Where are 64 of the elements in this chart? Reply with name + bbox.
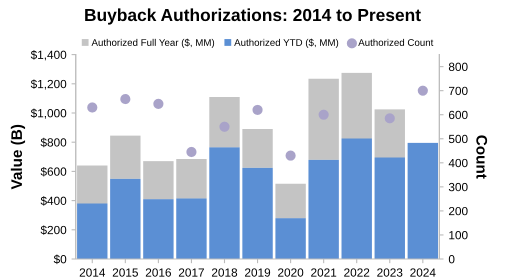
x-tick-label: 2016 [146, 268, 171, 277]
bar [209, 147, 240, 259]
y2-tick-label: 300 [448, 182, 468, 192]
x-tick-label: 2015 [112, 268, 138, 277]
x-tick-label: 2024 [410, 268, 436, 277]
chart-title: Buyback Authorizations: 2014 to Present [85, 8, 421, 25]
bar [374, 158, 405, 259]
bar [209, 96, 240, 148]
y-tick-label: $600 [40, 166, 66, 176]
bar [408, 142, 438, 259]
y-tick-label: $0 [54, 254, 66, 264]
point [252, 104, 263, 115]
bar [308, 78, 339, 160]
y2-tick-label: 500 [448, 134, 468, 144]
y-axis-title: Value (B) [10, 124, 26, 190]
x-tick-label: 2021 [311, 268, 336, 277]
bar [143, 161, 174, 200]
bar [275, 218, 306, 259]
legend-label: Authorized Full Year ($, MM) [92, 38, 214, 48]
x-tick-label: 2022 [344, 268, 370, 277]
y-tick-label: $200 [40, 225, 66, 235]
point [286, 150, 296, 161]
x-tick-label: 2017 [178, 268, 204, 277]
legend-label: Authorized YTD ($, MM) [234, 38, 338, 48]
bar [374, 109, 405, 158]
legend-label: Authorized Count [358, 38, 434, 46]
point [318, 110, 329, 120]
y-tick-label: $1,200 [30, 79, 66, 90]
bar [342, 138, 372, 259]
bar [110, 136, 141, 179]
point [120, 94, 130, 104]
y2-tick-label: 600 [448, 110, 468, 120]
x-tick-label: 2019 [245, 268, 270, 277]
y2-tick-label: 400 [448, 158, 468, 168]
y2-axis-title: Count [476, 135, 488, 179]
bar [342, 72, 372, 139]
y-tick-label: $800 [40, 138, 66, 148]
x-tick-label: 2020 [278, 268, 304, 277]
y-tick-label: $1,400 [30, 50, 66, 60]
y2-tick-label: 100 [449, 230, 468, 240]
bar [308, 160, 339, 259]
x-tick-label: 2018 [212, 268, 238, 277]
x-tick-label: 2023 [377, 268, 402, 277]
point [87, 102, 98, 113]
bar [242, 168, 273, 259]
bar [176, 158, 207, 198]
y2-tick-label: 200 [448, 206, 468, 216]
point [219, 122, 230, 132]
y-tick-label: $400 [40, 196, 66, 206]
bar [275, 184, 306, 218]
bar [77, 204, 108, 259]
bar [242, 129, 273, 168]
point [186, 146, 197, 158]
point [384, 113, 395, 124]
point [418, 86, 428, 96]
point [153, 98, 164, 109]
y2-tick-label: 700 [448, 86, 468, 96]
x-tick-label: 2014 [80, 268, 106, 277]
y2-tick-label: 800 [448, 62, 468, 72]
y2-tick-label: 0 [448, 255, 454, 264]
bar [110, 178, 141, 259]
y-tick-label: $1,000 [30, 108, 66, 119]
bar [143, 199, 174, 259]
bar [176, 198, 207, 259]
